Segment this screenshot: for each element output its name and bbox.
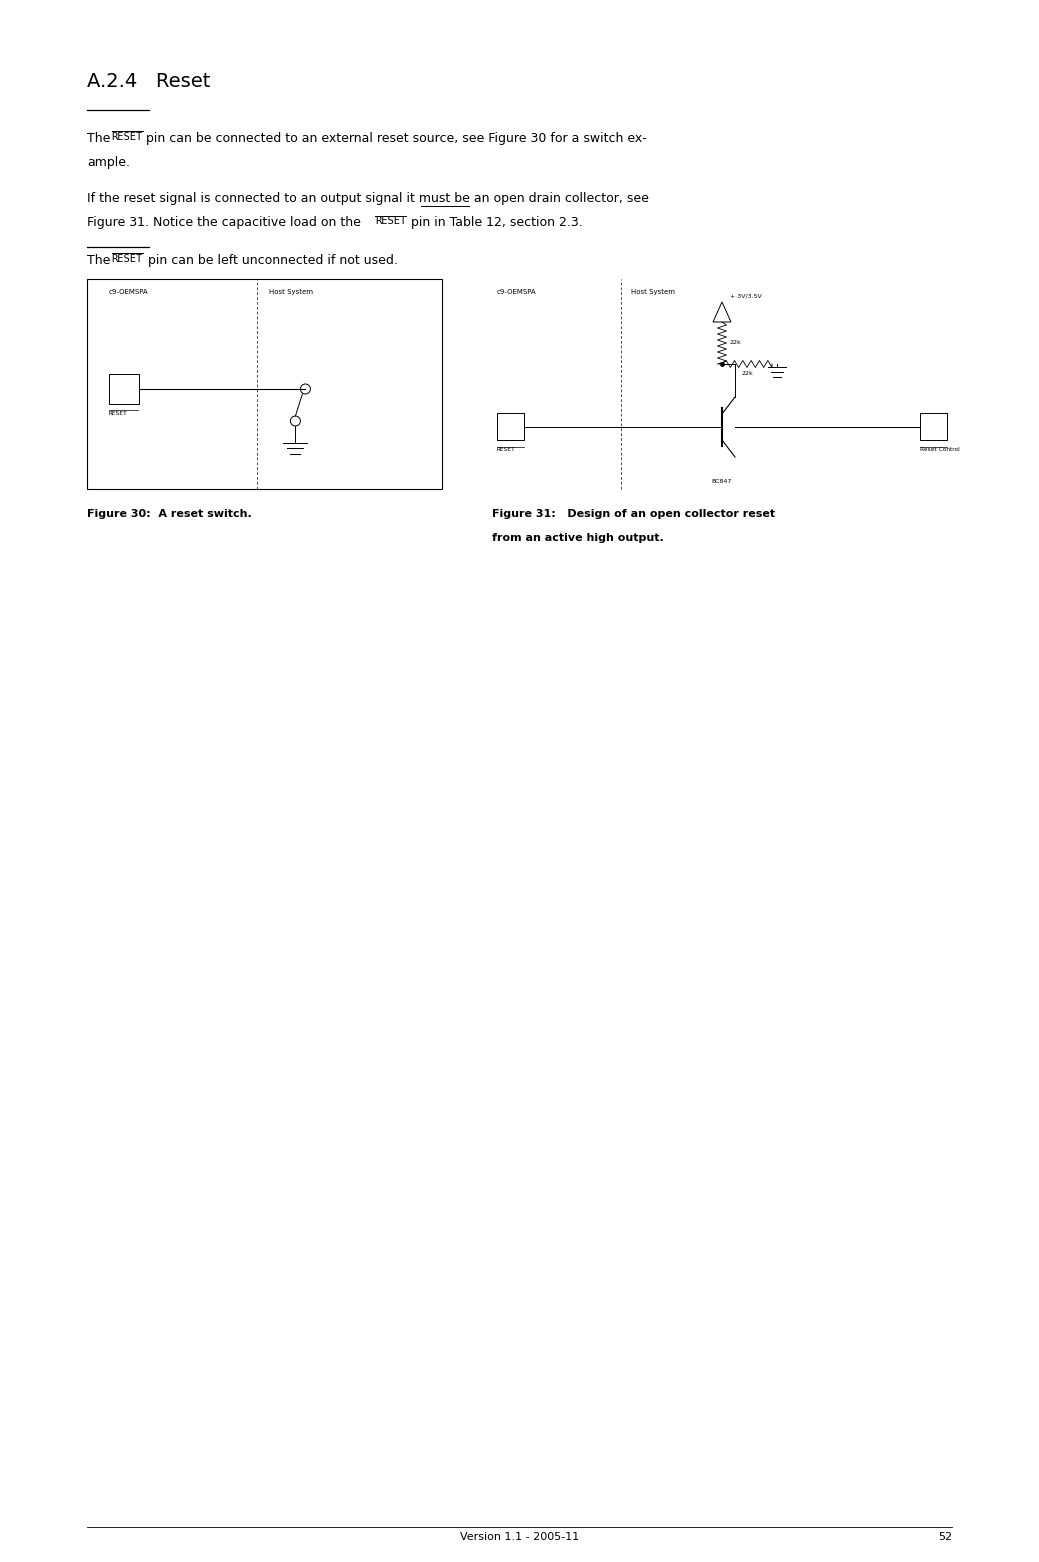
Bar xyxy=(87,280,442,489)
Text: Host System: Host System xyxy=(631,289,674,295)
Text: RESET: RESET xyxy=(497,447,515,453)
Text: Figure 31:   Design of an open collector reset: Figure 31: Design of an open collector r… xyxy=(492,509,775,519)
Text: Host System: Host System xyxy=(269,289,314,295)
Text: Version 1.1 - 2005-11: Version 1.1 - 2005-11 xyxy=(460,1532,579,1542)
Text: 22k: 22k xyxy=(741,372,753,376)
Text: RESET: RESET xyxy=(111,255,142,264)
Text: BC847: BC847 xyxy=(712,480,732,484)
Text: RESET: RESET xyxy=(111,133,142,142)
Text: 52: 52 xyxy=(938,1532,952,1542)
Text: pin can be connected to an external reset source, see Figure 30 for a switch ex-: pin can be connected to an external rese… xyxy=(142,133,647,145)
Text: ample.: ample. xyxy=(87,156,130,169)
Text: RESET: RESET xyxy=(375,217,406,226)
Text: Figure 31. Notice the capacitive load on the: Figure 31. Notice the capacitive load on… xyxy=(87,217,365,230)
Text: pin can be left unconnected if not used.: pin can be left unconnected if not used. xyxy=(143,255,397,267)
Text: RESET: RESET xyxy=(109,411,128,415)
Text: 22k: 22k xyxy=(729,341,741,345)
Bar xyxy=(109,373,139,405)
Text: from an active high output.: from an active high output. xyxy=(492,533,664,544)
Text: pin in Table 12, section 2.3.: pin in Table 12, section 2.3. xyxy=(407,217,583,230)
Text: c9-OEMSPA: c9-OEMSPA xyxy=(109,289,149,295)
Text: The: The xyxy=(87,255,114,267)
Text: A.2.4   Reset: A.2.4 Reset xyxy=(87,72,210,91)
Text: The: The xyxy=(87,133,114,145)
Text: Reset Control: Reset Control xyxy=(920,447,960,453)
Bar xyxy=(920,414,947,440)
Text: Figure 30:  A reset switch.: Figure 30: A reset switch. xyxy=(87,509,251,519)
Text: If the reset signal is connected to an output signal it must be an open drain co: If the reset signal is connected to an o… xyxy=(87,192,649,205)
Bar xyxy=(497,414,524,440)
Text: + 3V/3.5V: + 3V/3.5V xyxy=(730,294,762,298)
Text: c9-OEMSPA: c9-OEMSPA xyxy=(497,289,536,295)
